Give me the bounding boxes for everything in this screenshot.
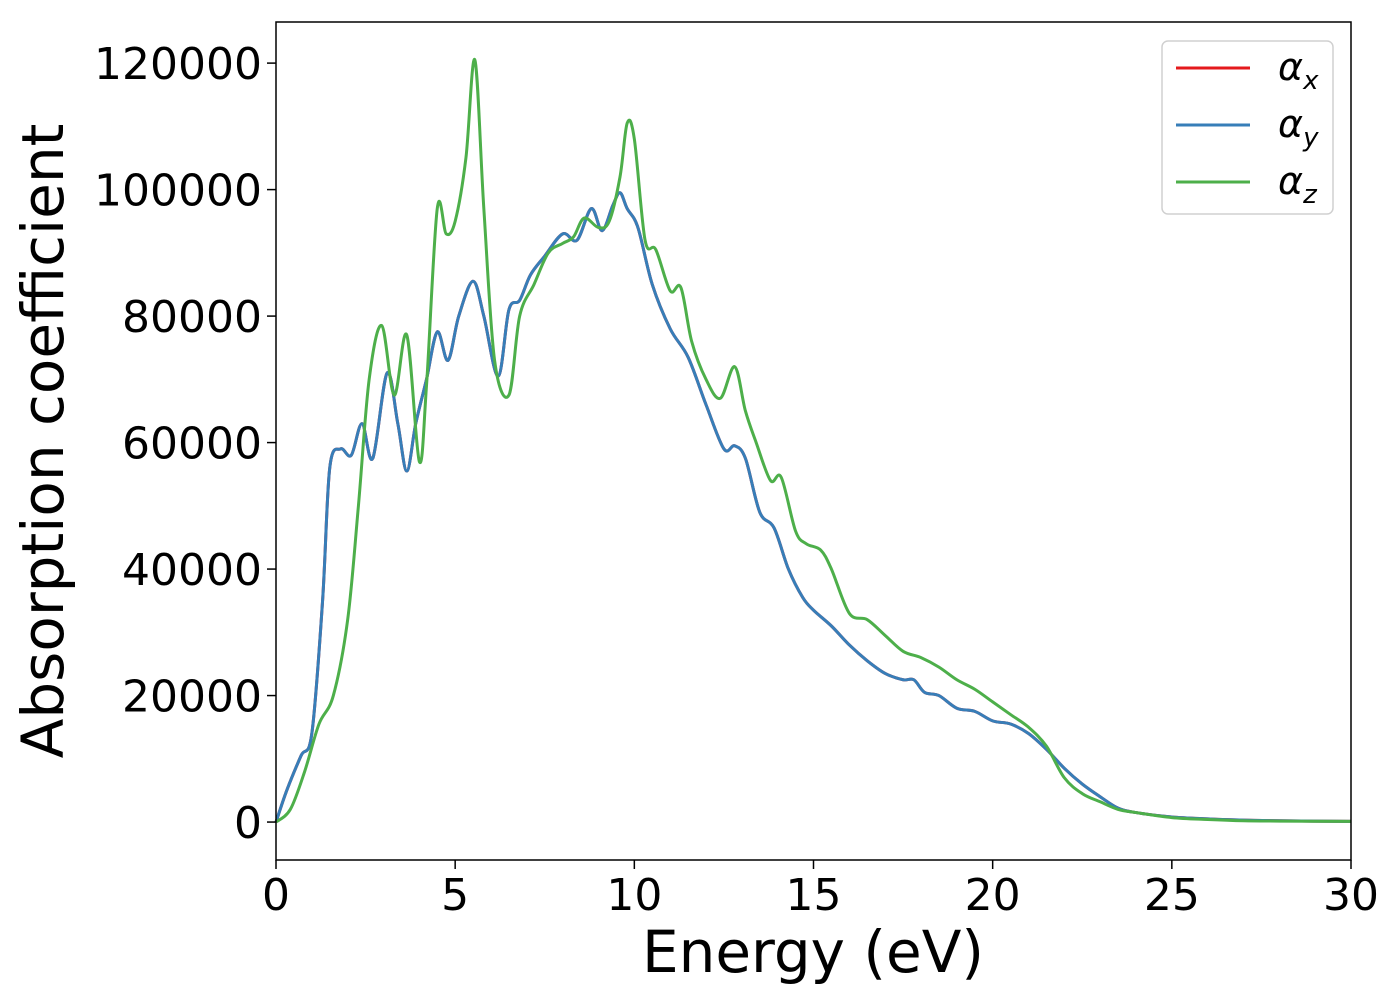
y-tick-label: 100000 <box>94 166 262 217</box>
y-axis-label: Absorption coefficient <box>9 124 77 759</box>
y-tick-label: 80000 <box>122 292 262 343</box>
x-axis-label: Energy (eV) <box>642 918 984 986</box>
x-tick-label: 10 <box>606 870 662 921</box>
series-layer <box>274 58 1352 824</box>
x-tick-label: 25 <box>1144 870 1200 921</box>
x-tick-label: 15 <box>786 870 842 921</box>
y-axis: 0 20000 40000 60000 80000 100000 120000 <box>94 39 276 849</box>
legend-box <box>1161 40 1334 215</box>
x-tick-label: 5 <box>441 870 469 921</box>
x-tick-label: 20 <box>965 870 1021 921</box>
x-tick-label: 0 <box>262 870 290 921</box>
x-tick-label: 30 <box>1323 870 1379 921</box>
y-tick-label: 60000 <box>122 419 262 470</box>
series-line-αz <box>275 58 1352 824</box>
x-axis: 0 5 10 15 20 25 30 <box>262 860 1379 921</box>
y-tick-label: 40000 <box>122 545 262 596</box>
y-tick-label: 20000 <box>122 672 262 723</box>
y-tick-label: 0 <box>234 798 262 849</box>
y-tick-label: 120000 <box>94 39 262 90</box>
